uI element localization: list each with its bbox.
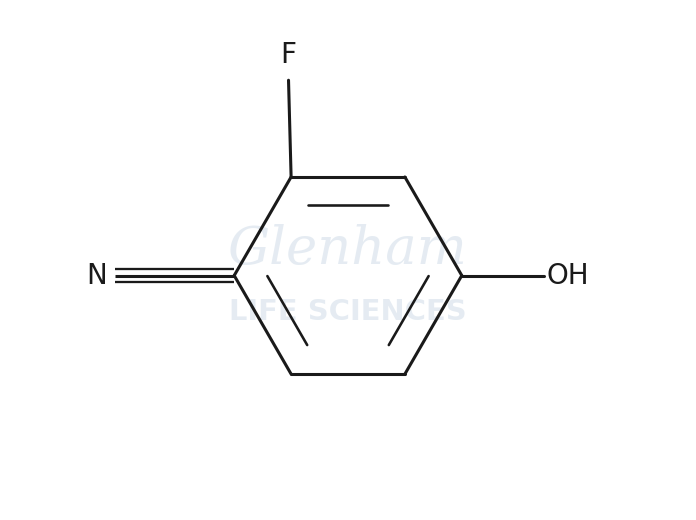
Text: OH: OH [546, 262, 589, 290]
Text: LIFE SCIENCES: LIFE SCIENCES [229, 298, 467, 326]
Text: Glenham: Glenham [228, 224, 468, 275]
Text: F: F [280, 41, 296, 69]
Text: N: N [86, 262, 107, 290]
